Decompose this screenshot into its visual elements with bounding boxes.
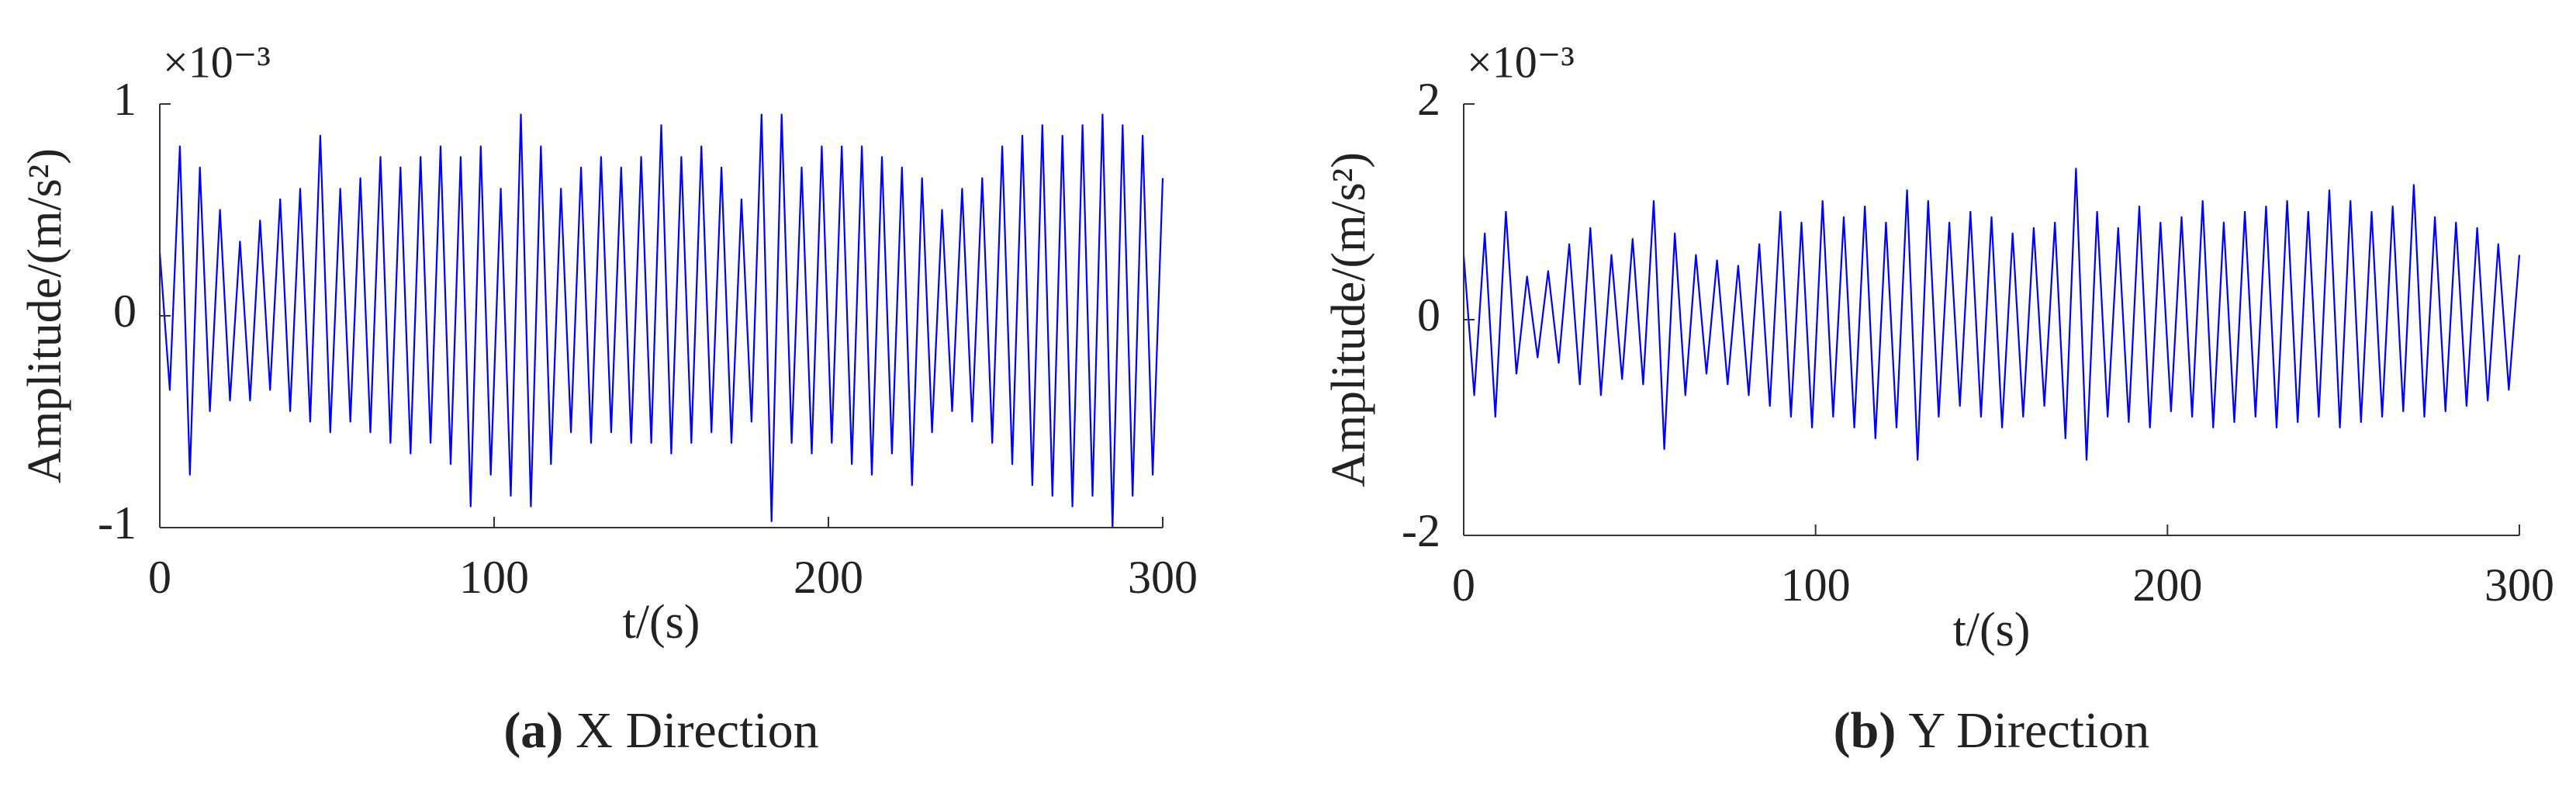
y-axis-label: Amplitude/(m/s²) xyxy=(1323,152,1375,487)
x-tick-label: 300 xyxy=(1128,552,1198,603)
x-tick-label: 0 xyxy=(1452,559,1475,611)
caption-tag: (b) xyxy=(1834,702,1897,759)
x-axis-label: t/(s) xyxy=(623,596,700,649)
caption: (a) X Direction xyxy=(503,702,818,759)
y-tick-label: 0 xyxy=(113,286,137,337)
y-tick-label: 0 xyxy=(1417,289,1440,341)
y-multiplier: ×10⁻³ xyxy=(1467,36,1575,87)
x-tick-label: 200 xyxy=(2132,559,2202,611)
y-tick-label: 1 xyxy=(113,74,137,125)
x-tick-label: 200 xyxy=(794,552,863,603)
x-tick-label: 0 xyxy=(148,552,171,603)
x-tick-label: 300 xyxy=(2484,559,2554,611)
y-tick-label: -1 xyxy=(98,497,137,549)
y-tick-label: 2 xyxy=(1417,74,1440,125)
caption-text: Y Direction xyxy=(1908,702,2149,759)
caption-tag: (a) xyxy=(503,702,563,759)
x-tick-label: 100 xyxy=(459,552,529,603)
x-tick-label: 100 xyxy=(1781,559,1851,611)
signal-line xyxy=(158,113,1164,529)
signal-line xyxy=(1462,168,2521,461)
caption: (b) Y Direction xyxy=(1834,702,2150,759)
y-axis-label: Amplitude/(m/s²) xyxy=(19,148,71,483)
x-axis-label: t/(s) xyxy=(1953,604,2031,656)
caption-text: X Direction xyxy=(576,702,818,759)
y-tick-label: -2 xyxy=(1402,505,1440,556)
y-multiplier: ×10⁻³ xyxy=(163,36,271,87)
